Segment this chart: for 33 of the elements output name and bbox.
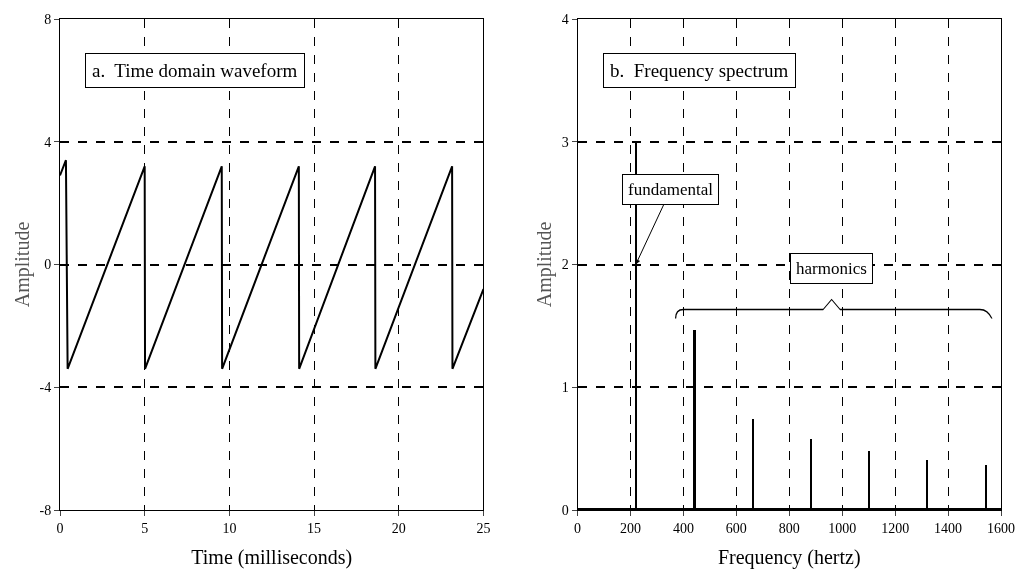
y-axis-title: Amplitude (533, 221, 557, 308)
x-tick-label: 600 (725, 520, 747, 536)
x-tick-label: 1000 (828, 520, 857, 536)
x-tick-label: 10 (222, 520, 237, 536)
y-tick-label: 3 (561, 134, 569, 150)
x-axis-title: Frequency (hertz) (717, 546, 861, 570)
x-tick-label: 800 (778, 520, 800, 536)
text: a. Time domain waveform (92, 60, 298, 81)
x-tick-label: 5 (141, 520, 149, 536)
text: b. Frequency spectrum (610, 60, 789, 81)
x-tick-label: 0 (56, 520, 64, 536)
y-tick-label: 2 (561, 257, 569, 273)
x-tick-label: 400 (672, 520, 694, 536)
y-tick-label: 0 (561, 502, 569, 518)
x-tick-label: 0 (574, 520, 582, 536)
y-tick-label: 4 (561, 11, 569, 27)
x-tick-label: 1400 (934, 520, 963, 536)
y-tick-label: 4 (44, 134, 52, 150)
annotation: fundamental (628, 180, 714, 199)
x-axis-title: Time (milliseconds) (191, 546, 353, 570)
y-tick-label: 1 (561, 380, 569, 396)
y-tick-label: -4 (39, 380, 52, 396)
x-tick-label: 15 (307, 520, 322, 536)
annotation: harmonics (796, 259, 867, 278)
y-tick-label: -8 (39, 502, 52, 518)
y-axis-title: Amplitude (11, 221, 35, 308)
x-tick-label: 25 (476, 520, 491, 536)
x-tick-label: 1200 (881, 520, 910, 536)
x-tick-label: 1600 (987, 520, 1015, 536)
y-tick-label: 8 (44, 11, 52, 27)
x-tick-label: 20 (391, 520, 406, 536)
x-tick-label: 200 (619, 520, 641, 536)
y-tick-label: 0 (44, 257, 52, 273)
